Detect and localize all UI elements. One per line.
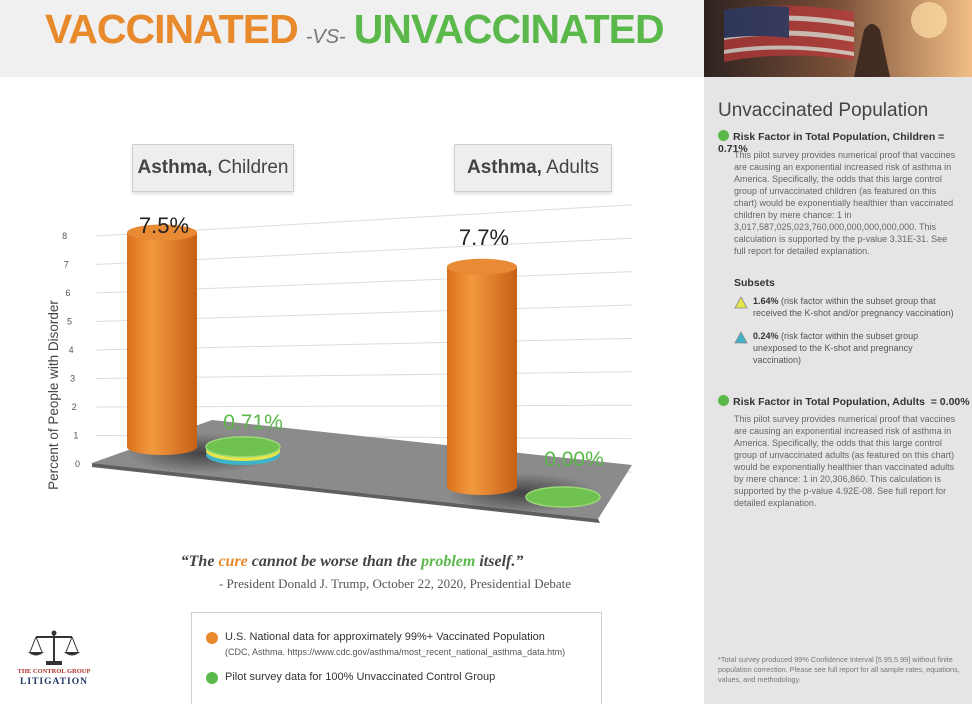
quote-middle: cannot be worse than the xyxy=(247,553,422,570)
children-risk-heading: Risk Factor in Total Population, Childre… xyxy=(718,130,972,155)
legend-vaccinated-source: (CDC, Asthma. https://www.cdc.gov/asthma… xyxy=(225,647,566,657)
category-adults-rest: Adults xyxy=(541,157,599,178)
title-vs: -VS- xyxy=(305,26,346,48)
quote-attribution: - President Donald J. Trump, October 22,… xyxy=(218,576,572,591)
subset-1-text: 1.64% (risk factor within the subset gro… xyxy=(753,295,963,319)
quote-open: “The xyxy=(180,553,219,570)
logo-text-top: THE CONTROL GROUP xyxy=(17,668,91,675)
adults-risk-heading-text: Risk Factor in Total Population, Adults … xyxy=(733,396,970,408)
unvaccinated-value-label: 0.00% xyxy=(544,448,604,471)
adults-risk-text: This pilot survey provides numerical pro… xyxy=(734,414,956,508)
quote: “The cure cannot be worse than the probl… xyxy=(0,553,704,571)
category-label-children: Asthma, Children xyxy=(132,144,294,192)
bars xyxy=(127,224,601,513)
vaccinated-bar xyxy=(127,232,197,455)
legend-green-dot xyxy=(206,672,218,684)
chart-canvas: 0 1 2 3 4 5 6 7 8 7.5% 0.71% 7.7% 0.00% Percent of … xyxy=(46,204,633,523)
legend-orange-dot xyxy=(206,632,218,644)
y-tick-label: 4 xyxy=(69,345,74,355)
title-vaccinated: VACCINATED xyxy=(45,6,299,52)
unvaccinated-disc-top xyxy=(525,486,601,508)
yellow-triangle-icon xyxy=(734,296,748,309)
logo-text-bottom: LITIGATION xyxy=(20,677,88,687)
y-axis-label: Percent of People with Disorder xyxy=(46,300,61,490)
flag-photo xyxy=(704,0,972,77)
y-tick-label: 7 xyxy=(64,260,69,270)
subset-2-desc: (risk factor within the subset group une… xyxy=(753,331,919,365)
y-tick-label: 2 xyxy=(72,402,77,412)
unvaccinated-disc-top xyxy=(205,436,281,458)
y-tick-label: 3 xyxy=(70,374,75,384)
title-unvaccinated: UNVACCINATED xyxy=(353,6,665,52)
unvaccinated-value-label: 0.71% xyxy=(223,411,283,434)
y-tick-label: 1 xyxy=(73,431,78,441)
subsets-label: Subsets xyxy=(734,277,775,289)
category-children-rest: Children xyxy=(212,157,289,178)
panel-title: Unvaccinated Population xyxy=(718,100,929,121)
quote-problem: problem xyxy=(421,553,476,570)
vaccinated-bar-top xyxy=(447,258,517,275)
green-bullet-icon xyxy=(718,130,729,141)
category-children-bold: Asthma, xyxy=(137,157,213,178)
category-label-adults: Asthma, Adults xyxy=(454,144,612,192)
header: VACCINATED -VS- UNVACCINATED xyxy=(0,0,972,77)
side-panel: Unvaccinated Population Risk Factor in T… xyxy=(704,77,972,704)
adults-risk-heading: Risk Factor in Total Population, Adults … xyxy=(718,395,970,408)
logo: THE CONTROL GROUP LITIGATION xyxy=(14,628,94,692)
vaccinated-value-label: 7.7% xyxy=(459,225,509,250)
subset-2-value: 0.24% xyxy=(753,331,779,341)
flag-image xyxy=(704,0,972,77)
teal-triangle-icon xyxy=(734,331,748,344)
footnote: *Total survey produced 99% Confidence In… xyxy=(718,655,960,684)
quote-cure: cure xyxy=(218,553,248,570)
scales-of-justice-icon xyxy=(28,630,80,665)
vaccinated-bar xyxy=(447,266,517,495)
green-bullet-icon xyxy=(718,395,729,406)
legend: U.S. National data for approximately 99%… xyxy=(191,612,602,704)
y-tick-label: 0 xyxy=(75,459,80,469)
page-title: VACCINATED -VS- UNVACCINATED xyxy=(45,6,665,53)
legend-unvaccinated-label: Pilot survey data for 100% Unvaccinated … xyxy=(225,671,496,683)
children-risk-text: This pilot survey provides numerical pro… xyxy=(734,150,956,256)
vaccinated-value-label: 7.5% xyxy=(139,213,189,238)
y-tick-label: 8 xyxy=(62,231,67,241)
y-tick-label: 5 xyxy=(67,317,72,327)
children-risk-heading-text: Risk Factor in Total Population, Childre… xyxy=(718,131,945,155)
bar-chart: 0 1 2 3 4 5 6 7 8 7.5% 0.71% 7.7% 0.00% Percent of … xyxy=(0,77,704,547)
quote-end: itself.” xyxy=(475,553,524,570)
subset-1-desc: (risk factor within the subset group tha… xyxy=(753,296,954,318)
data-labels: 7.5% 0.71% 7.7% 0.00% xyxy=(139,213,604,471)
y-tick-label: 6 xyxy=(65,288,70,298)
vaccinated-bar-top xyxy=(127,224,197,241)
legend-vaccinated-label: U.S. National data for approximately 99%… xyxy=(225,631,545,643)
category-adults-bold: Asthma, xyxy=(466,157,542,178)
subset-2-text: 0.24% (risk factor within the subset gro… xyxy=(753,330,963,366)
subset-1-value: 1.64% xyxy=(753,296,779,306)
y-axis-ticks: 0 1 2 3 4 5 6 7 8 xyxy=(62,231,80,469)
